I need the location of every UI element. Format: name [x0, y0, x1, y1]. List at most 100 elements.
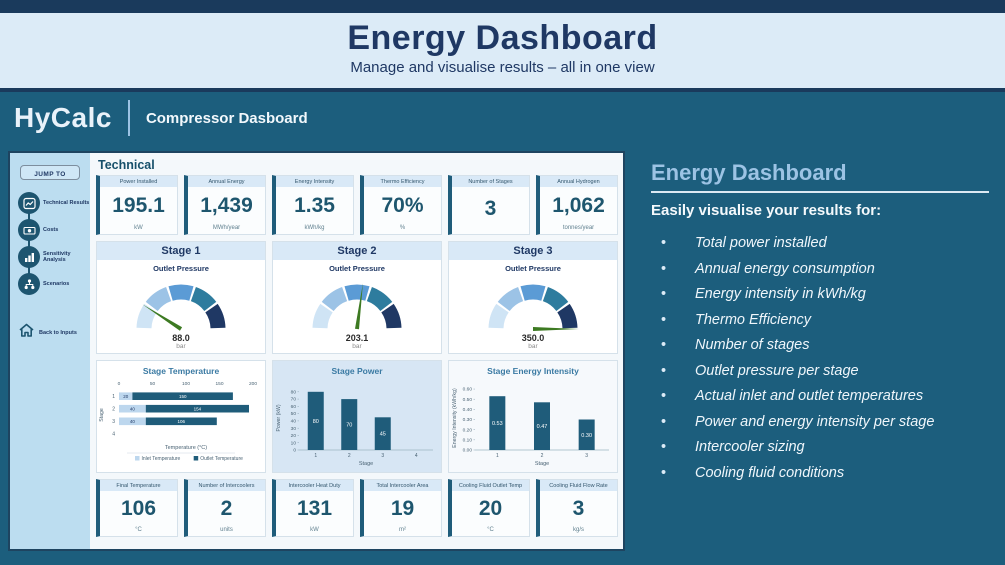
- bar-chart: 0 50 100 150 200 1 20 150 2 40 154 3 40 106 4 Temperatu…: [99, 381, 257, 462]
- sidebar-item-label: Sensitivity Analysis: [43, 250, 71, 263]
- bullet-text: Actual inlet and outlet temperatures: [695, 388, 924, 404]
- kpi-label: Number of Stages: [452, 176, 529, 187]
- sidebar-item-back-to-inputs[interactable]: Back to Inputs: [10, 323, 90, 343]
- chart-panel-stage-power: Stage Power 0 10 20 30 40 50 60 70 80 80 1 70 2 45 3 4 St…: [272, 360, 442, 473]
- svg-text:0.20: 0.20: [463, 427, 473, 433]
- kpi-label: Final Temperature: [100, 480, 177, 491]
- kpi-value: 195.1: [112, 194, 165, 217]
- panel-bullet: • Number of stages: [651, 337, 989, 353]
- side-panel: Energy Dashboard Easily visualise your r…: [651, 160, 989, 490]
- svg-text:0.40: 0.40: [463, 407, 473, 413]
- kpi-label: Annual Energy: [188, 176, 265, 187]
- header-divider: [0, 88, 1005, 92]
- stage-title: Stage 3: [449, 242, 617, 260]
- sidebar-item-costs[interactable]: Costs: [10, 219, 90, 241]
- bar-chart-icon: [18, 246, 40, 268]
- bullet-dot: •: [661, 260, 667, 277]
- bullet-dot: •: [661, 311, 667, 328]
- kpi-card-cooling-fluid-flow-rate: Cooling Fluid Flow Rate 3 kg/s: [536, 479, 618, 537]
- panel-bullet: • Power and energy intensity per stage: [651, 414, 989, 430]
- kpi-unit: units: [220, 527, 233, 533]
- kpi-row-bottom: Final Temperature 106 °C Number of Intercoo…: [96, 479, 618, 537]
- svg-text:0.60: 0.60: [463, 387, 473, 393]
- chart-panel-stage-temperature: Stage Temperature 0 50 100 150 200 1 20 150 2 40 15…: [96, 360, 266, 473]
- kpi-value: 131: [296, 497, 333, 520]
- kpi-unit: %: [399, 225, 406, 231]
- svg-text:70: 70: [291, 397, 297, 403]
- svg-text:40: 40: [130, 419, 136, 424]
- svg-text:1: 1: [112, 394, 115, 400]
- kpi-label: Intercooler Heat Duty: [276, 480, 353, 491]
- panel-bullet: • Total power installed: [651, 235, 989, 251]
- dashboard-content: Technical Power Installed 195.1 kW Annual E…: [90, 153, 624, 549]
- stage-title: Stage 1: [97, 242, 265, 260]
- gauge-panel-stage-3: Stage 3 Outlet Pressure 350.0 bar: [448, 241, 618, 354]
- svg-text:30: 30: [291, 426, 297, 432]
- gauge-value: 203.1: [345, 333, 369, 343]
- kpi-card-number-of-intercoolers: Number of Intercoolers 2 units: [184, 479, 266, 537]
- gauge-panel-stage-2: Stage 2 Outlet Pressure 203.1 bar: [272, 241, 442, 354]
- panel-bullet: • Cooling fluid conditions: [651, 465, 989, 481]
- kpi-value: 3: [484, 197, 497, 220]
- bullet-dot: •: [661, 464, 667, 481]
- chart-line-icon: [18, 192, 40, 214]
- bullet-text: Cooling fluid conditions: [695, 464, 845, 481]
- svg-text:0.53: 0.53: [492, 421, 503, 427]
- gauge-unit: bar: [352, 343, 362, 350]
- bullet-dot: •: [661, 337, 667, 353]
- gauge-chart: [136, 284, 226, 331]
- kpi-unit: m²: [399, 527, 406, 533]
- svg-text:200: 200: [249, 381, 257, 387]
- gauge-panel-stage-1: Stage 1 Outlet Pressure 88.0 bar: [96, 241, 266, 354]
- gauge-metric-label: Outlet Pressure: [329, 264, 385, 273]
- svg-text:40: 40: [130, 407, 136, 412]
- svg-text:70: 70: [346, 423, 352, 429]
- bullet-text: Power and energy intensity per stage: [695, 413, 935, 430]
- svg-text:Power (kW): Power (kW): [276, 404, 282, 431]
- sidebar-item-technical-results[interactable]: Technical Results: [10, 192, 90, 214]
- bar-chart: 0.00 0.10 0.20 0.30 0.40 0.50 0.60 0.53 1 0.47 2 0.…: [452, 387, 609, 467]
- kpi-label: Thermo Efficiency: [364, 176, 441, 187]
- jump-to-button[interactable]: JUMP TO: [20, 165, 80, 180]
- chart-title: Stage Power: [331, 366, 383, 376]
- kpi-label: Annual Hydrogen: [540, 176, 617, 187]
- svg-text:80: 80: [291, 389, 297, 395]
- svg-text:1: 1: [496, 453, 499, 459]
- svg-text:20: 20: [291, 433, 297, 439]
- brand-divider: [127, 100, 130, 136]
- kpi-unit: kg/s: [572, 527, 584, 533]
- kpi-value: 106: [120, 497, 157, 520]
- svg-text:0.10: 0.10: [463, 437, 473, 443]
- sidebar-nav: Technical Results Costs Sensitivity Analys…: [10, 192, 90, 295]
- svg-text:0: 0: [293, 448, 296, 454]
- sidebar-item-sensitivity-analysis[interactable]: Sensitivity Analysis: [10, 246, 90, 268]
- gauge-needle: [533, 327, 579, 331]
- bullet-text: Energy intensity in kWh/kg: [695, 286, 866, 302]
- tab-technical[interactable]: Technical: [98, 158, 155, 172]
- svg-text:106: 106: [178, 419, 186, 424]
- panel-subheading: Easily visualise your results for:: [651, 202, 882, 219]
- svg-text:150: 150: [215, 381, 223, 387]
- svg-text:4: 4: [415, 453, 418, 459]
- svg-text:3: 3: [112, 419, 115, 425]
- sidebar-item-label: Technical Results: [43, 199, 90, 206]
- kpi-unit: °C: [135, 527, 142, 533]
- bullet-text: Thermo Efficiency: [695, 311, 812, 328]
- bullet-dot: •: [661, 362, 667, 379]
- kpi-row-top: Power Installed 195.1 kW Annual Energy 1,439…: [96, 175, 618, 235]
- chart-title: Stage Energy Intensity: [487, 366, 579, 376]
- bullet-text: Outlet pressure per stage: [695, 362, 859, 379]
- kpi-card-number-of-stages: Number of Stages 3: [448, 175, 530, 235]
- sidebar-item-label: Costs: [43, 226, 59, 233]
- bullet-dot: •: [661, 388, 667, 404]
- kpi-card-annual-hydrogen: Annual Hydrogen 1,062 tonnes/year: [536, 175, 618, 235]
- svg-text:10: 10: [291, 440, 297, 446]
- svg-text:154: 154: [194, 407, 202, 412]
- panel-bullet: • Outlet pressure per stage: [651, 363, 989, 379]
- kpi-unit: kWh/kg: [304, 225, 325, 231]
- svg-text:80: 80: [313, 419, 319, 425]
- sidebar-item-scenarios[interactable]: Scenarios: [10, 273, 90, 295]
- kpi-value: 70%: [381, 194, 424, 217]
- svg-text:0.50: 0.50: [463, 397, 473, 403]
